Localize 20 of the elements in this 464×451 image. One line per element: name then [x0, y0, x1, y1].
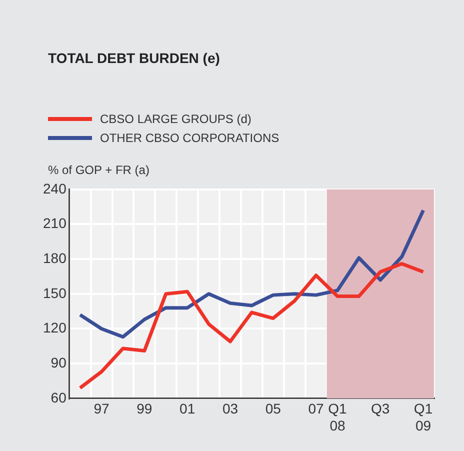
x-tick-label: Q3 [371, 400, 390, 417]
chart-title: TOTAL DEBT BURDEN (e) [48, 50, 220, 66]
y-tick-label: 150 [43, 284, 67, 301]
x-tick-label: 03 [222, 400, 238, 417]
y-tick-label: 90 [50, 354, 67, 370]
y-tick-label: 60 [50, 389, 67, 406]
legend-label: CBSO LARGE GROUPS (d) [100, 112, 252, 126]
y-tick-label: 210 [43, 215, 67, 232]
x-tick-label: 99 [136, 400, 152, 417]
y-axis-title: % of GOP + FR (a) [48, 163, 150, 177]
y-tick-label: 120 [43, 320, 67, 336]
x-tick-label: 97 [94, 400, 110, 417]
legend-label: OTHER CBSO CORPORATIONS [100, 130, 280, 144]
x-tick-label: 01 [180, 400, 196, 417]
y-tick-label: 240 [43, 180, 67, 196]
x-tick-label: 05 [265, 400, 282, 417]
y-tick-label: 180 [43, 250, 67, 266]
x-tick-label: Q1 09 [414, 400, 433, 434]
x-tick-label: Q1 08 [328, 400, 348, 434]
x-tick-label: 07 [308, 400, 324, 417]
